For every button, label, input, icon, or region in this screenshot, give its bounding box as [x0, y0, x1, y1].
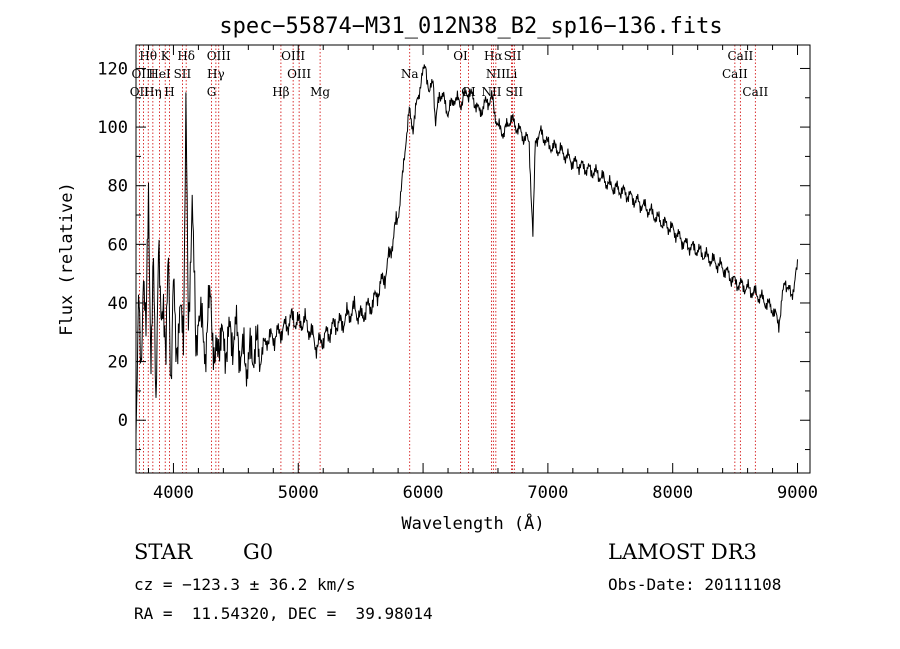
line-marker-label: NII: [486, 67, 506, 81]
coordinates-text: RA = 11.54320, DEC = 39.98014: [134, 604, 433, 623]
x-tick-label: 4000: [153, 483, 194, 503]
line-marker-label: CaII: [722, 67, 748, 81]
line-marker-label: G: [207, 85, 217, 99]
x-tick-label: 6000: [403, 483, 444, 503]
line-marker-label: Hη: [144, 85, 162, 99]
line-marker-label: Li: [506, 67, 518, 81]
line-marker-label: CaII: [742, 85, 768, 99]
line-marker-label: CaII: [727, 49, 753, 63]
subclass-label: G0: [243, 540, 274, 564]
line-marker-label: K: [161, 49, 171, 63]
y-tick-label: 40: [108, 294, 128, 314]
obs-date-text: Obs-Date: 20111108: [608, 575, 782, 594]
axis-ticks: 4000 5000 6000 7000 8000 9000 0 20 40 60 80 100 120: [97, 45, 818, 503]
redshift-text: cz = −123.3 ± 36.2 km/s: [134, 575, 356, 594]
class-label: STAR: [134, 540, 193, 564]
y-tick-label: 80: [108, 177, 128, 197]
line-marker-label: SII: [174, 67, 192, 81]
x-tick-label: 7000: [527, 483, 568, 503]
spectrum-line: [135, 64, 798, 435]
y-tick-label: 20: [108, 353, 128, 373]
x-axis-label: Wavelength (Å): [401, 512, 544, 534]
y-tick-label: 120: [97, 59, 128, 79]
line-marker-label: Hδ: [177, 49, 195, 63]
y-tick-label: 100: [97, 118, 128, 138]
line-marker-label: HeI: [148, 67, 171, 81]
line-marker-label: OIII: [207, 49, 231, 63]
survey-label: LAMOST DR3: [608, 540, 757, 564]
line-marker-label: Mg: [310, 85, 330, 99]
line-marker-label: OIII: [287, 67, 311, 81]
line-marker-label: Hγ: [207, 67, 225, 81]
line-marker-label: OIII: [131, 67, 155, 81]
x-tick-label: 8000: [652, 483, 693, 503]
line-marker-label: SII: [505, 85, 523, 99]
x-tick-label: 9000: [777, 483, 818, 503]
line-marker-label: Hβ: [272, 85, 289, 99]
line-marker-label: OII: [130, 85, 150, 99]
x-tick-label: 5000: [278, 483, 319, 503]
line-marker-label: Na: [401, 67, 419, 81]
line-marker-label: OIII: [281, 49, 305, 63]
y-tick-label: 60: [108, 235, 128, 255]
line-marker-label: H: [164, 85, 174, 99]
line-marker-label: SII: [504, 49, 522, 63]
line-marker-label: OI: [453, 49, 468, 63]
line-marker-label: Hθ: [139, 49, 157, 63]
y-axis-label: Flux (relative): [57, 182, 77, 336]
y-tick-label: 0: [118, 411, 128, 431]
chart-title: spec−55874−M31_012N38_B2_sp16−136.fits: [219, 14, 722, 39]
line-marker-label: Hα: [484, 49, 503, 63]
